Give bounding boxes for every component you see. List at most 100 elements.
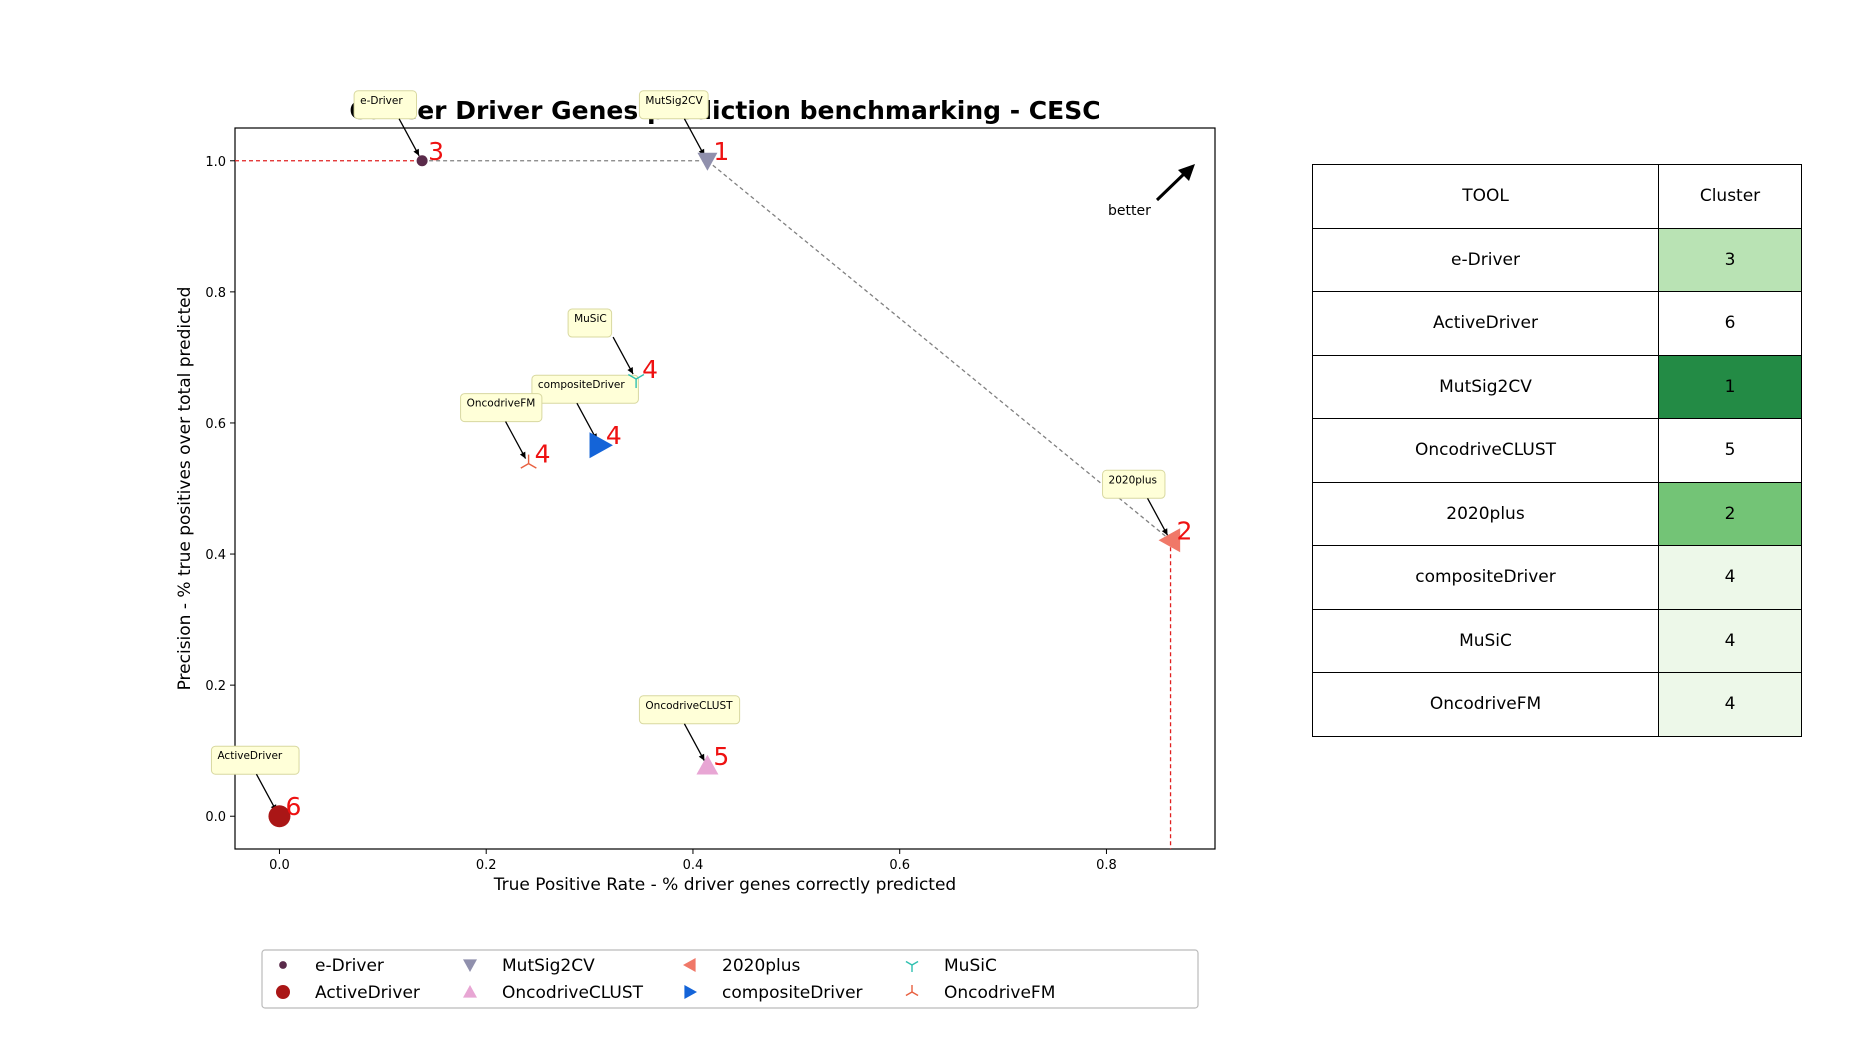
table-row: OncodriveFM 4 xyxy=(1312,672,1802,737)
legend-marker-shape xyxy=(276,985,290,999)
legend-marker-stroke xyxy=(911,960,919,966)
data-point xyxy=(627,373,645,389)
table-row: e-Driver 3 xyxy=(1312,227,1802,292)
table-cell-cluster: 4 xyxy=(1658,672,1802,737)
annotation-arrow xyxy=(505,421,527,459)
legend-label: MutSig2CV xyxy=(502,956,595,976)
annotation-arrow-head xyxy=(1161,528,1168,536)
legend-item: MutSig2CV xyxy=(463,956,595,976)
cluster-number-label: 6 xyxy=(285,792,301,821)
data-point xyxy=(1158,528,1181,553)
point-annotation: ActiveDriver xyxy=(210,745,300,812)
x-tick-label: 0.8 xyxy=(1096,858,1117,873)
annotation-arrow-head xyxy=(698,753,705,761)
annotation-arrow xyxy=(398,118,420,157)
table-cell-cluster: 1 xyxy=(1658,354,1802,419)
data-point xyxy=(520,454,537,469)
legend-marker-shape xyxy=(684,985,697,999)
legend-item: OncodriveFM xyxy=(905,983,1055,1003)
legend-marker-shape xyxy=(463,985,477,998)
table-header-row: TOOL Cluster xyxy=(1312,164,1802,229)
annotation-arrow-head xyxy=(627,367,634,375)
x-tick-label: 0.0 xyxy=(269,858,290,873)
data-point-shape xyxy=(268,805,291,828)
cluster-table: TOOL Cluster e-Driver 3 ActiveDriver 6 M… xyxy=(1312,164,1802,737)
y-tick-label: 1.0 xyxy=(205,155,226,170)
legend-item: compositeDriver xyxy=(684,983,863,1003)
annotation-arrow xyxy=(683,118,705,157)
annotation-box xyxy=(460,393,543,423)
cluster-number-label: 5 xyxy=(713,742,729,771)
point-annotation: compositeDriver xyxy=(531,374,639,441)
cluster-number-label: 1 xyxy=(713,137,729,166)
table-row: compositeDriver 4 xyxy=(1312,545,1802,610)
annotation-label: OncodriveCLUST xyxy=(645,700,733,712)
annotation-box xyxy=(638,90,709,120)
annotation-box xyxy=(353,90,418,120)
y-tick-label: 0.0 xyxy=(205,810,226,825)
legend-label: MuSiC xyxy=(944,956,997,976)
table-header-cluster: Cluster xyxy=(1658,164,1802,229)
data-point-stroke xyxy=(627,373,637,380)
chart-title: Cancer Driver Genes prediction benchmark… xyxy=(349,96,1100,125)
data-point-stroke xyxy=(635,373,645,380)
x-tick-label: 0.6 xyxy=(889,858,910,873)
data-point-shape xyxy=(697,152,718,171)
table-cell-cluster: 3 xyxy=(1658,227,1802,292)
table-cell-tool: e-Driver xyxy=(1312,227,1659,292)
annotation-label: ActiveDriver xyxy=(217,750,282,762)
table-cell-tool: OncodriveFM xyxy=(1312,672,1659,737)
table-cell-tool: ActiveDriver xyxy=(1312,291,1659,356)
annotation-arrow xyxy=(612,336,634,375)
legend-marker xyxy=(279,961,287,969)
legend-item: MuSiC xyxy=(905,956,997,976)
point-annotation: 2020plus xyxy=(1102,469,1169,536)
legend-label: 2020plus xyxy=(722,956,801,976)
better-arrow-shaft xyxy=(1155,170,1188,202)
table-cell-cluster: 4 xyxy=(1658,545,1802,610)
y-tick-label: 0.4 xyxy=(205,548,226,563)
annotation-arrow xyxy=(683,723,705,762)
legend-marker-stroke xyxy=(905,960,913,966)
legend-item: OncodriveCLUST xyxy=(463,983,644,1003)
legend-label: OncodriveCLUST xyxy=(502,983,644,1003)
annotation-label: MutSig2CV xyxy=(645,95,703,107)
legend-label: ActiveDriver xyxy=(315,983,420,1003)
x-tick-label: 0.2 xyxy=(476,858,497,873)
legend-marker xyxy=(905,960,919,972)
legend-label: OncodriveFM xyxy=(944,983,1055,1003)
annotation-arrow xyxy=(255,773,278,812)
data-point xyxy=(697,152,718,171)
legend-marker-shape xyxy=(279,961,287,969)
annotation-box xyxy=(1102,469,1166,499)
table-row: OncodriveCLUST 5 xyxy=(1312,418,1802,483)
y-tick-label: 0.2 xyxy=(205,679,226,694)
legend-item: 2020plus xyxy=(683,956,801,976)
table-row: 2020plus 2 xyxy=(1312,481,1802,546)
annotation-label: OncodriveFM xyxy=(467,398,536,410)
legend-marker xyxy=(463,985,477,998)
chart-legend: e-Driver ActiveDriver MutSig2CV OncodriveCL… xyxy=(261,949,1199,1009)
cluster-number-label: 3 xyxy=(428,137,444,166)
annotation-label: 2020plus xyxy=(1109,474,1157,486)
legend-marker-shape xyxy=(463,959,477,972)
legend-label: compositeDriver xyxy=(722,983,863,1003)
point-annotation: MutSig2CV xyxy=(638,90,709,157)
table-cell-tool: 2020plus xyxy=(1312,481,1659,546)
legend-marker xyxy=(276,985,290,999)
data-point xyxy=(268,805,291,828)
table-cell-cluster: 4 xyxy=(1658,608,1802,673)
annotation-arrow xyxy=(1146,497,1169,536)
better-label: better xyxy=(1108,203,1151,219)
cluster-number-label: 4 xyxy=(535,440,551,469)
x-tick-label: 0.4 xyxy=(683,858,704,873)
legend-label: e-Driver xyxy=(315,956,384,976)
point-annotation: e-Driver xyxy=(353,90,420,157)
legend-marker xyxy=(905,985,919,997)
point-annotation: OncodriveFM xyxy=(460,393,543,459)
annotation-box xyxy=(210,745,300,775)
annotation-arrow-head xyxy=(413,148,420,156)
data-point xyxy=(589,432,613,459)
data-point-shape xyxy=(696,754,719,775)
legend-marker xyxy=(684,985,697,999)
